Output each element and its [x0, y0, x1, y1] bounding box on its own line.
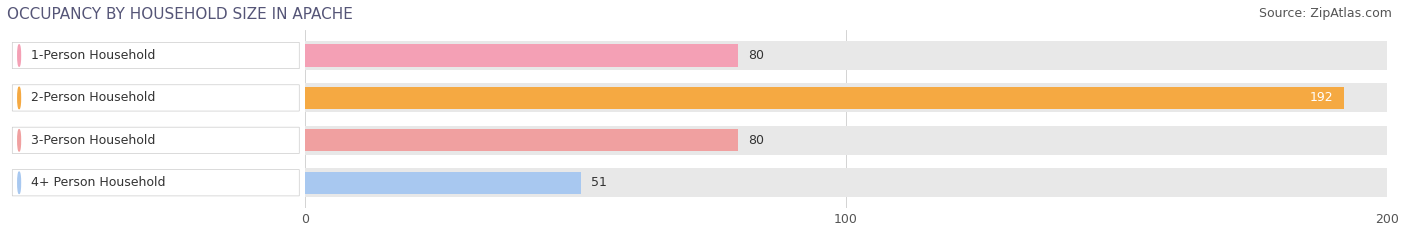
Bar: [305, 41, 1388, 70]
Bar: [305, 83, 1388, 112]
FancyBboxPatch shape: [13, 170, 299, 196]
Circle shape: [18, 130, 21, 151]
Bar: [305, 168, 1388, 197]
Text: 1-Person Household: 1-Person Household: [31, 49, 156, 62]
Bar: [305, 87, 1344, 109]
Text: 80: 80: [748, 134, 765, 147]
Circle shape: [18, 172, 21, 193]
Text: Source: ZipAtlas.com: Source: ZipAtlas.com: [1258, 7, 1392, 20]
Text: 80: 80: [748, 49, 765, 62]
Text: 192: 192: [1309, 91, 1333, 104]
Text: 51: 51: [592, 176, 607, 189]
Circle shape: [18, 45, 21, 66]
Bar: [305, 45, 738, 67]
Text: 2-Person Household: 2-Person Household: [31, 91, 156, 104]
Text: 4+ Person Household: 4+ Person Household: [31, 176, 166, 189]
Text: OCCUPANCY BY HOUSEHOLD SIZE IN APACHE: OCCUPANCY BY HOUSEHOLD SIZE IN APACHE: [7, 7, 353, 22]
FancyBboxPatch shape: [13, 127, 299, 154]
Bar: [305, 126, 1388, 155]
FancyBboxPatch shape: [13, 42, 299, 69]
Text: 3-Person Household: 3-Person Household: [31, 134, 156, 147]
Bar: [305, 172, 581, 194]
FancyBboxPatch shape: [13, 85, 299, 111]
Bar: [305, 129, 738, 151]
Circle shape: [18, 87, 21, 109]
